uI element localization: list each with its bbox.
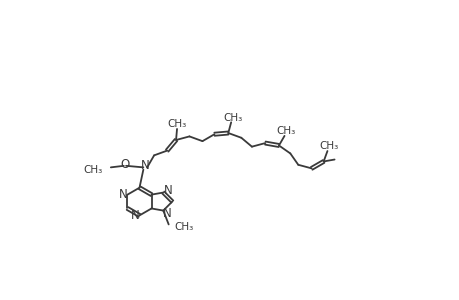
Text: N: N: [118, 188, 127, 201]
Text: CH₃: CH₃: [223, 113, 242, 123]
Text: CH₃: CH₃: [276, 126, 295, 136]
Text: CH₃: CH₃: [167, 119, 186, 129]
Text: CH₃: CH₃: [83, 165, 102, 175]
Text: CH₃: CH₃: [174, 222, 194, 232]
Text: N: N: [163, 184, 172, 197]
Text: N: N: [130, 209, 139, 222]
Text: N: N: [162, 207, 171, 220]
Text: CH₃: CH₃: [319, 141, 338, 152]
Text: N: N: [140, 159, 149, 172]
Text: O: O: [120, 158, 129, 171]
